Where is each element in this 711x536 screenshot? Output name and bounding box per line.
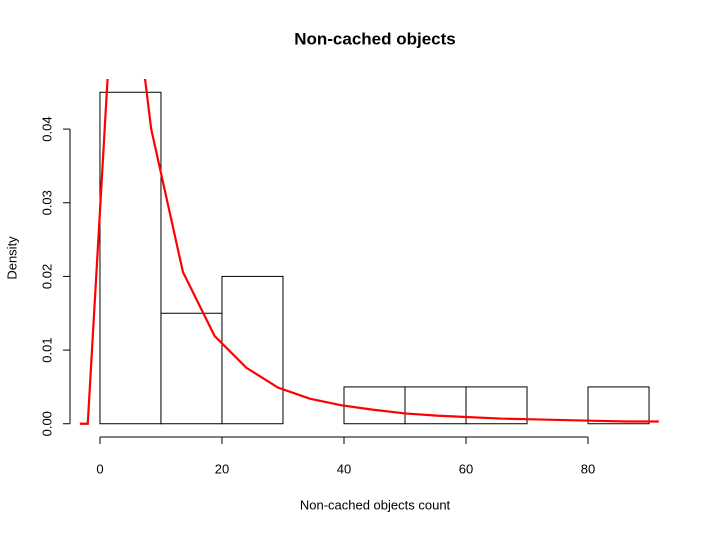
x-tick-label: 80	[581, 461, 595, 476]
x-tick-label: 60	[459, 461, 473, 476]
bar	[221, 275, 284, 425]
bar	[343, 386, 406, 425]
chart-title: Non-cached objects	[294, 29, 456, 48]
y-tick-label: 0.04	[39, 116, 54, 141]
x-tick-label: 20	[215, 461, 229, 476]
bar	[404, 386, 467, 425]
x-tick-label: 40	[337, 461, 351, 476]
y-tick-label: 0.02	[39, 264, 54, 289]
bar	[99, 91, 162, 425]
y-tick-label: 0.00	[39, 411, 54, 436]
y-tick-label: 0.01	[39, 337, 54, 362]
x-axis-label: Non-cached objects count	[300, 497, 451, 512]
bar	[160, 312, 223, 425]
x-tick-label: 0	[96, 461, 103, 476]
y-axis-label: Density	[4, 236, 19, 280]
density-line	[79, 79, 659, 425]
y-tick-label: 0.03	[39, 190, 54, 215]
bar	[587, 386, 650, 425]
